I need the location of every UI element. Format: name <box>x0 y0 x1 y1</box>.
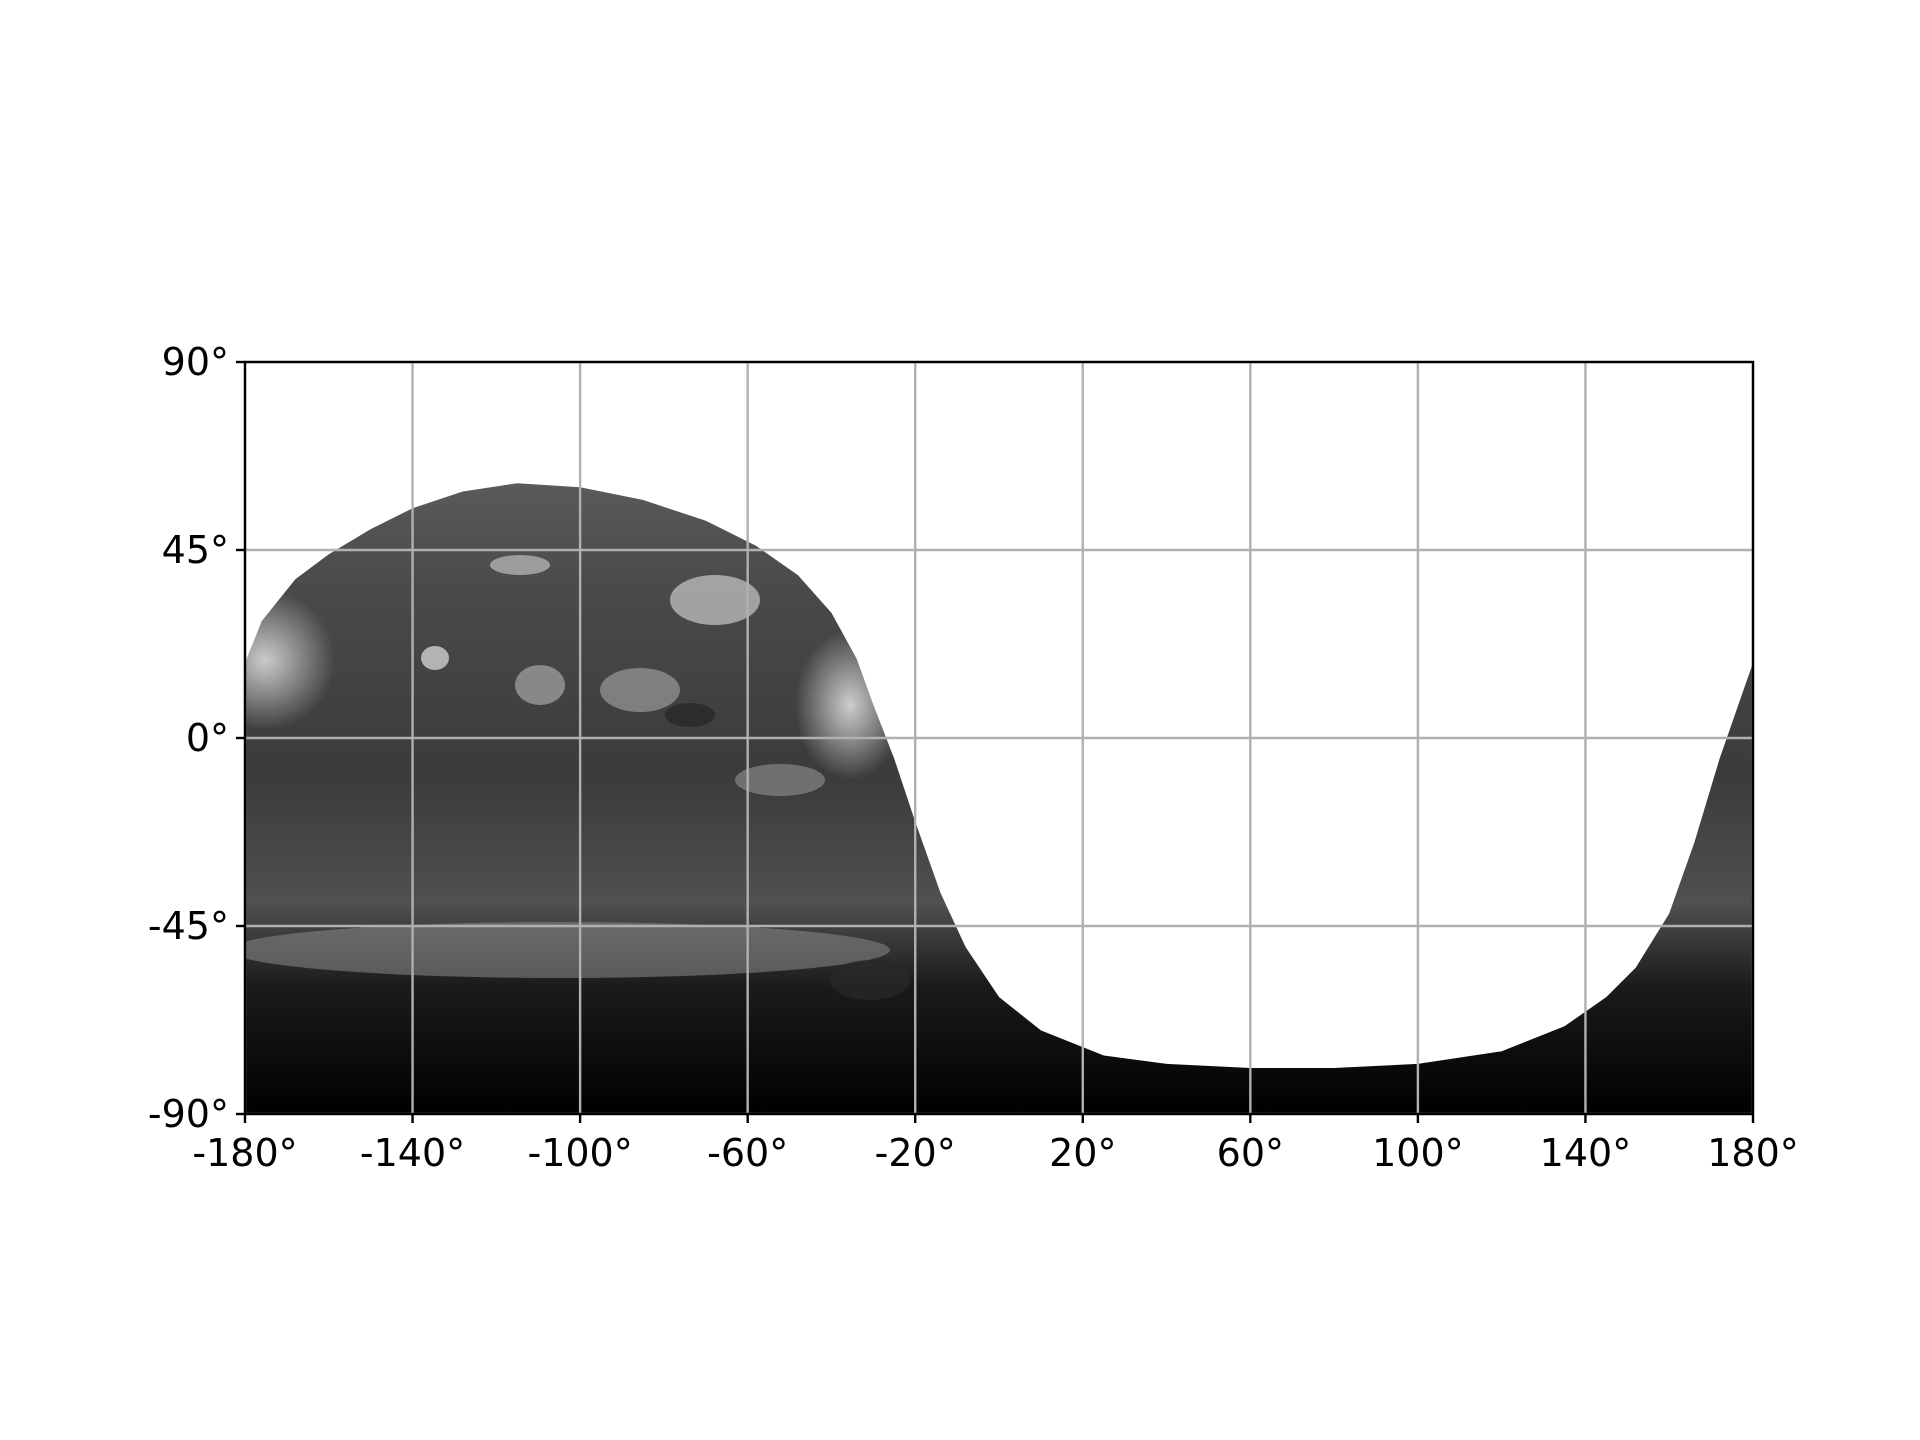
x-tick-label: 60° <box>1217 1131 1284 1175</box>
x-tick-label: 100° <box>1372 1131 1464 1175</box>
x-tick-label: 180° <box>1707 1131 1799 1175</box>
y-tick-label: -90° <box>148 1092 229 1136</box>
y-tick-label: 90° <box>162 340 229 384</box>
cloud-patch-5 <box>421 646 449 670</box>
cloud-patch-1 <box>670 575 760 625</box>
y-tick-label: 45° <box>162 528 229 572</box>
cloud-patch-6 <box>735 764 825 796</box>
x-tick-marks <box>243 1114 1755 1123</box>
x-tick-label: 20° <box>1049 1131 1116 1175</box>
dark-region-1 <box>665 703 715 727</box>
y-tick-label: -45° <box>148 904 229 948</box>
x-tick-label: -180° <box>192 1131 297 1175</box>
cloud-band-south <box>245 922 890 978</box>
x-tick-label: -140° <box>360 1131 465 1175</box>
y-tick-label: 0° <box>186 716 229 760</box>
y-tick-marks <box>236 360 245 1116</box>
x-tick-label: 140° <box>1540 1131 1632 1175</box>
no-data-region <box>245 362 1753 1068</box>
x-tick-label: -60° <box>707 1131 788 1175</box>
cloud-patch-4 <box>490 555 550 575</box>
cloud-patch-2 <box>600 668 680 712</box>
bright-patch-west <box>245 590 335 730</box>
x-tick-label: -20° <box>875 1131 956 1175</box>
x-axis-tick-labels: -180° -140° -100° -60° -20° 20° 60° 100° 140° 180… <box>192 1131 1798 1175</box>
dark-region-2 <box>830 960 910 1000</box>
cloud-patch-3 <box>515 665 565 705</box>
x-tick-label: -100° <box>527 1131 632 1175</box>
y-axis-tick-labels: 90° 45° 0° -45° -90° <box>148 340 229 1136</box>
